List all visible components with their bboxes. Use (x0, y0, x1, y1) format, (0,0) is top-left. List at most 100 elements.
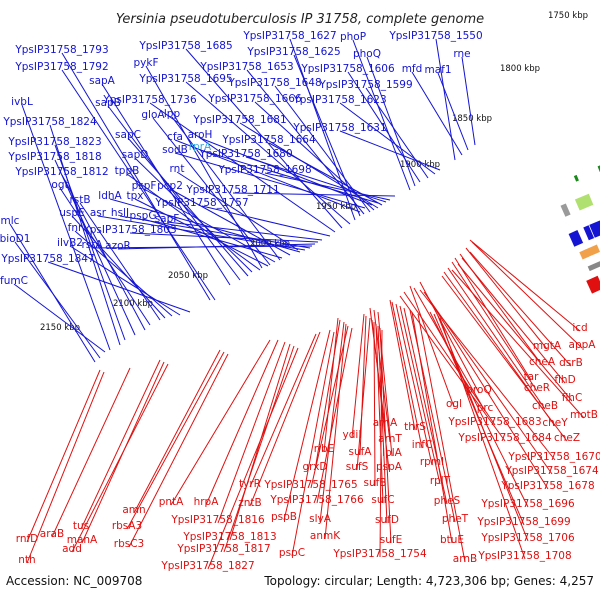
gene-label: YpsIP31758_1766 (269, 494, 364, 506)
label-leader (127, 137, 249, 277)
label-leader (134, 157, 253, 273)
gene-feature (585, 244, 600, 257)
gene-label: azoR (105, 240, 131, 252)
gene-label: YpsIP31758_1599 (318, 79, 412, 91)
gene-label: YpsIP31758_1625 (246, 46, 340, 58)
tick-label: 1800 kbp (500, 64, 540, 74)
label-leader (425, 293, 549, 490)
gene-label: add (62, 543, 82, 555)
label-leader (365, 87, 429, 179)
gene-label: arnA (373, 417, 398, 429)
label-leader (199, 149, 379, 204)
label-leader (274, 85, 371, 213)
gene-label: YpsIP31758_1698 (217, 164, 311, 176)
gene-label: sodB (162, 144, 188, 156)
gene-label: rstB (69, 194, 90, 206)
label-leader (291, 331, 335, 557)
label-leader (249, 331, 321, 507)
gene-label: sapA (89, 75, 116, 87)
gene-feature (583, 225, 595, 241)
label-leader (347, 71, 421, 183)
label-leader (339, 130, 441, 171)
gene-label: tus (73, 520, 89, 532)
label-leader (323, 317, 339, 453)
gene-label: mgtA (533, 340, 562, 352)
gene-feature (568, 230, 584, 247)
gene-label: appA (569, 339, 597, 351)
label-leader (359, 315, 367, 456)
label-leader (469, 251, 572, 367)
gene-label: ogt (51, 179, 68, 191)
gene-label: gloA (141, 109, 165, 121)
label-leader (61, 69, 216, 301)
label-leader (373, 321, 376, 487)
label-leader (451, 269, 585, 419)
gene-label: YpsIP31758_1793 (14, 44, 108, 56)
gene-label: motB (570, 409, 598, 421)
gene-label: rnfD (16, 533, 39, 545)
gene-label: flhC (562, 392, 583, 404)
label-leader (199, 137, 373, 206)
label-leader (207, 347, 299, 570)
label-leader (170, 339, 271, 506)
gene-label: tppB (115, 165, 140, 177)
gene-label: rbsC3 (114, 538, 144, 550)
gene-label: ldhA (98, 190, 122, 202)
gene-feature (560, 203, 571, 217)
gene-label: pykF (134, 57, 159, 69)
label-leader (249, 333, 317, 488)
label-leader (379, 329, 383, 558)
gene-label: ogl (446, 398, 462, 410)
tick-label: 1950 kbp (316, 202, 356, 212)
label-leader (51, 367, 131, 538)
gene-label: prc (477, 402, 494, 414)
gene-label: btuE (440, 534, 464, 546)
gene-label: mlc (1, 215, 20, 227)
label-leader (454, 257, 532, 381)
map-title: Yersinia pseudotuberculosis IP 31758, co… (116, 12, 484, 27)
gene-label: YpsIP31758_1818 (7, 151, 101, 163)
gene-label: YpsIP31758_1695 (138, 73, 232, 85)
gene-label: YpsIP31758_1736 (102, 94, 197, 106)
label-leader (356, 317, 371, 471)
gene-label: sufS (346, 461, 369, 473)
gene-label: aroH (188, 129, 213, 141)
genome-summary-text: Topology: circular; Length: 4,723,306 bp… (263, 574, 594, 588)
label-leader (171, 116, 281, 261)
label-leader (423, 291, 553, 475)
label-leader (324, 323, 347, 540)
gene-label: zntB (238, 497, 262, 509)
gene-label: YpsIP31758_1627 (242, 30, 336, 42)
gene-label: YpsIP31758_1823 (7, 136, 101, 148)
label-leader (351, 313, 365, 439)
tick-mark (573, 174, 579, 182)
gene-label: YpsIP31758_1653 (199, 61, 293, 73)
gene-label: slyA (309, 513, 332, 525)
label-leader (174, 152, 366, 209)
gene-label: cheB (532, 400, 558, 412)
gene-feature (579, 249, 590, 260)
gene-label: rpmI (420, 456, 444, 468)
label-leader (145, 65, 263, 269)
label-leader (435, 38, 456, 161)
label-leader (223, 345, 295, 553)
label-leader (26, 369, 101, 543)
gene-label: sufB (363, 477, 386, 489)
label-leader (461, 56, 476, 146)
label-leader (128, 353, 229, 548)
label-leader (339, 102, 436, 175)
gene-label: anmK (310, 530, 341, 542)
tick-label: 1850 kbp (452, 114, 492, 124)
label-leader (461, 257, 566, 384)
label-leader (319, 321, 345, 523)
label-leader (185, 81, 351, 225)
gene-label: tpx (127, 190, 144, 202)
gene-label: dsrB (559, 357, 583, 369)
label-leader (447, 267, 546, 410)
accession-text: Accession: NC_009708 (6, 574, 142, 588)
gene-label: YpsIP31758_1685 (138, 40, 232, 52)
label-leader (399, 295, 506, 442)
label-leader (54, 144, 126, 341)
gene-label: fumC (0, 275, 28, 287)
